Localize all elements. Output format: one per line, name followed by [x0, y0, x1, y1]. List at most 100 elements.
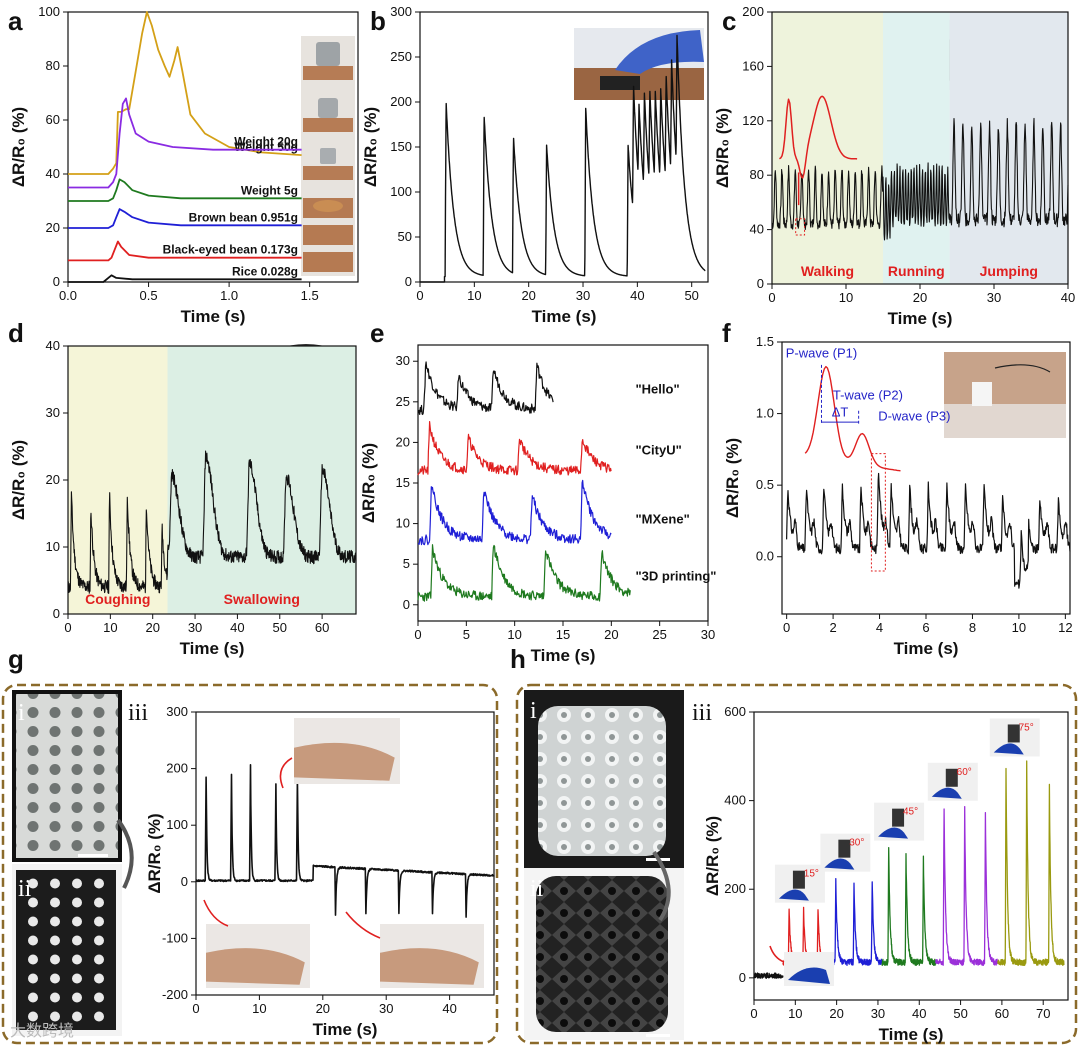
x-tick-label-b: 20 — [521, 288, 535, 303]
arrow-g-i-to-ii — [116, 818, 134, 889]
panel-label-d: d — [8, 318, 24, 348]
y-tick-label-h: 400 — [724, 793, 746, 808]
x-tick-label-g: 0 — [192, 1001, 199, 1016]
region-label-c: Jumping — [980, 263, 1038, 279]
region-running — [883, 12, 950, 284]
region-jumping — [949, 12, 1068, 284]
x-tick-label-h: 60 — [995, 1006, 1009, 1021]
photo-bend-2: 30° — [820, 833, 871, 872]
photo-lattice-white: i — [12, 690, 122, 862]
series-line-f — [786, 472, 1071, 589]
series-line-b — [420, 34, 706, 283]
y-tick-label-c: 80 — [750, 167, 764, 182]
sensor-shape — [792, 870, 805, 889]
y-tick-label-a: 60 — [46, 112, 60, 127]
delta-t-label: ΔT — [832, 404, 849, 419]
y-tick-label-h: 600 — [724, 704, 746, 719]
x-tick-label-e: 5 — [463, 627, 470, 642]
chart-h: 0 10 20 30 40 50 60 70 0 200 400 600 Time (s) ΔR/R₀ (… — [703, 704, 1069, 1044]
chart-b: 0 10 20 30 40 50 0 50 100 150 200 250 300 Time (s) ΔR/… — [361, 4, 709, 326]
x-tick-label-c: 30 — [987, 290, 1001, 305]
glove-shape — [778, 889, 809, 901]
x-tick-label-f: 4 — [876, 620, 883, 635]
x-tick-label-h: 40 — [912, 1006, 926, 1021]
label-g-iii: iii — [128, 700, 148, 726]
series-line-a — [68, 240, 302, 262]
hand-shape — [294, 742, 395, 781]
glove-shape — [993, 743, 1024, 755]
x-axis-title-a: Time (s) — [181, 307, 246, 326]
zoom-inset-curve-c — [779, 95, 858, 179]
x-tick-label-c: 40 — [1061, 290, 1075, 305]
y-tick-label-b: 300 — [390, 4, 412, 19]
y-tick-label-b: 150 — [390, 139, 412, 154]
x-tick-label-f: 2 — [829, 620, 836, 635]
x-tick-label-a: 1.0 — [220, 288, 238, 303]
y-axis-title-d: ΔR/R₀ (%) — [9, 440, 28, 520]
panel-label-f: f — [722, 318, 731, 348]
panel-h-frame — [515, 683, 1078, 1045]
label-h-iii: iii — [692, 700, 712, 726]
y-axis-title-f: ΔR/R₀ (%) — [723, 438, 742, 518]
y-tick-label-a: 20 — [46, 220, 60, 235]
x-tick-label-d: 60 — [315, 620, 329, 635]
y-tick-label-b: 200 — [390, 94, 412, 109]
angle-label-h: 45° — [903, 807, 918, 818]
y-tick-label-b: 50 — [398, 229, 412, 244]
chart-c: 0 10 20 30 40 0 40 80 120 160 200 Time (s) ΔR/R₀ (%)… — [713, 4, 1075, 328]
x-tick-label-e: 0 — [414, 627, 421, 642]
y-tick-label-b: 250 — [390, 49, 412, 64]
region-swallowing — [167, 346, 356, 614]
x-axis-title-g: Time (s) — [313, 1020, 378, 1039]
photo-bend-4: 60° — [927, 762, 978, 801]
arrow-h-rest — [769, 945, 785, 963]
y-tick-label-g: 200 — [166, 761, 188, 776]
panel-g-frame — [1, 683, 499, 1045]
x-tick-label-h: 10 — [788, 1006, 802, 1021]
x-tick-label-b: 0 — [416, 288, 423, 303]
y-tick-label-d: 0 — [53, 606, 60, 621]
glove-shape — [824, 858, 855, 870]
x-tick-label-g: 20 — [316, 1001, 330, 1016]
y-tick-label-d: 10 — [46, 539, 60, 554]
y-tick-label-g: -100 — [162, 930, 188, 945]
x-tick-label-f: 6 — [922, 620, 929, 635]
y-axis-title-b: ΔR/R₀ (%) — [361, 107, 380, 187]
arrow-h-i-to-ii — [652, 850, 671, 922]
plot-frame-h — [753, 711, 1069, 1001]
y-axis-title-c: ΔR/R₀ (%) — [713, 108, 732, 188]
series-line-a — [68, 178, 302, 202]
angle-label-h: 60° — [957, 767, 972, 778]
series-line-h — [753, 972, 784, 979]
legend-label-e: "MXene" — [636, 512, 690, 527]
photo-hand-bent-down — [380, 924, 484, 988]
photo-cylinder-white: i — [524, 690, 684, 868]
y-tick-label-f: 1.5 — [756, 334, 774, 349]
sensor-shape — [1007, 724, 1020, 743]
panel-label-c: c — [722, 6, 736, 36]
zoom-box-f — [870, 453, 886, 572]
photo-bend-1: 15° — [774, 864, 825, 903]
x-tick-label-b: 50 — [684, 288, 698, 303]
y-tick-label-c: 120 — [742, 113, 764, 128]
chart-f: 0 2 4 6 8 10 12 0.0 0.5 1.0 1.5 Time (s) ΔR/R₀ (%) P-… — [723, 334, 1073, 658]
x-tick-label-e: 25 — [652, 627, 666, 642]
angle-label-h: 30° — [849, 838, 864, 849]
x-tick-label-h: 70 — [1036, 1006, 1050, 1021]
photo-bend-5: 75° — [989, 718, 1040, 757]
region-label-c: Running — [888, 263, 945, 279]
photo-wrist-pulse — [944, 352, 1066, 438]
legend-label-e: "CityU" — [636, 443, 682, 458]
photo-cylinder-black: ii — [524, 868, 684, 1040]
label-h-i: i — [530, 698, 537, 724]
y-tick-label-e: 20 — [396, 434, 410, 449]
y-tick-label-c: 200 — [742, 4, 764, 19]
series-line-e — [417, 361, 554, 416]
photo-hand-flat — [206, 924, 310, 988]
y-tick-label-b: 0 — [405, 274, 412, 289]
series-line-c — [771, 117, 1069, 241]
arrow-g-down — [345, 911, 381, 939]
series-line-e — [417, 544, 631, 602]
y-tick-label-a: 80 — [46, 58, 60, 73]
x-tick-label-f: 0 — [783, 620, 790, 635]
